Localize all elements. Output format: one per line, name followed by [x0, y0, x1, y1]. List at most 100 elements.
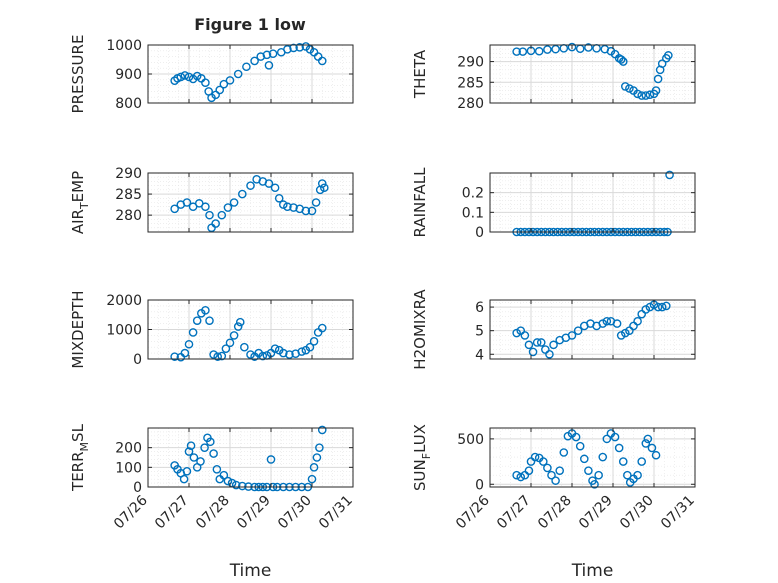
y-tick-label: 1000 — [106, 323, 142, 339]
data-point — [229, 331, 239, 340]
y-axis-label: AIRTEMP — [69, 171, 91, 234]
data-point — [219, 79, 229, 89]
data-point — [651, 86, 661, 95]
data-point — [264, 61, 274, 70]
data-point — [571, 432, 581, 442]
x-tick-label: 07/31 — [658, 493, 698, 533]
data-point — [311, 198, 321, 207]
data-point — [217, 210, 227, 220]
data-point — [317, 323, 327, 333]
data-point — [532, 338, 542, 347]
data-point — [270, 183, 280, 193]
x-tick-label: 07/26 — [453, 492, 493, 532]
data-point — [200, 443, 209, 452]
data-point — [551, 476, 560, 485]
y-tick-label: 100 — [115, 460, 142, 476]
data-point — [594, 470, 603, 480]
data-point — [250, 56, 259, 66]
y-tick-label: 0 — [475, 225, 484, 241]
data-point — [301, 206, 311, 216]
data-point — [545, 349, 554, 359]
data-point — [268, 49, 278, 59]
data-point — [637, 91, 647, 100]
data-point — [518, 47, 528, 56]
data-point — [653, 302, 663, 312]
subplot-2: 280 285 290 THETA — [411, 42, 696, 112]
subplot-8: 0 500 07/26 07/27 07/28 07/29 07/30 07/31 SUNFLU… — [411, 424, 698, 581]
y-tick-label: 900 — [115, 67, 142, 83]
data-point — [524, 466, 534, 475]
data-point — [623, 470, 632, 480]
data-point — [633, 316, 642, 326]
data-point — [309, 463, 319, 472]
data-point — [189, 453, 199, 462]
y-axis-label: THETA — [411, 49, 429, 99]
data-point — [219, 470, 229, 480]
y-tick-label: 0 — [475, 477, 484, 493]
x-tick-label: 07/27 — [494, 493, 534, 533]
data-point — [602, 434, 612, 444]
data-point — [317, 56, 327, 66]
y-tick-label: 285 — [457, 75, 484, 91]
data-point — [182, 466, 192, 476]
y-axis-label: PRESSURE — [69, 35, 87, 114]
subplot-3: 280 285 290 AIRTEMP — [69, 166, 354, 234]
data-point — [270, 344, 280, 353]
data-point — [246, 181, 255, 190]
data-point — [201, 306, 210, 315]
x-tick-label: 07/30 — [275, 493, 315, 533]
y-axis-label: MIXDEPTH — [69, 290, 87, 368]
data-point — [549, 340, 558, 350]
x-tick-label: 07/26 — [111, 492, 151, 532]
subplot-4: 0 0.1 0.2 RAINFALL — [411, 167, 696, 241]
data-point — [315, 443, 324, 452]
data-point — [653, 74, 663, 84]
data-point — [524, 340, 534, 350]
data-point — [641, 439, 651, 448]
data-point — [618, 457, 628, 466]
data-point — [223, 203, 233, 212]
data-point — [543, 463, 552, 473]
y-tick-label: 200 — [115, 441, 142, 457]
axes-box — [489, 427, 696, 488]
data-point — [555, 466, 565, 475]
data-point — [580, 454, 589, 464]
data-point — [512, 470, 521, 480]
y-axis-label: H2OMIXRA — [411, 289, 429, 370]
data-point — [573, 326, 583, 335]
x-tick-label: 07/28 — [193, 493, 233, 533]
data-point — [637, 457, 647, 466]
data-point — [616, 55, 626, 64]
data-point — [278, 348, 288, 358]
data-point — [184, 339, 194, 349]
data-point — [233, 69, 243, 79]
data-point — [516, 472, 526, 482]
y-tick-label: 285 — [115, 187, 142, 203]
y-axis-label: TERRMSL — [69, 423, 91, 492]
data-point — [231, 480, 241, 490]
data-point — [539, 457, 548, 466]
data-point — [211, 90, 220, 100]
data-point — [307, 206, 317, 216]
y-tick-label: 6 — [475, 300, 484, 316]
y-axis-label: RAINFALL — [411, 167, 429, 238]
data-point — [645, 90, 655, 100]
subplot-5: 0 1000 2000 MIXDEPTH — [69, 290, 354, 369]
data-point — [221, 344, 231, 353]
axes-box — [147, 427, 354, 488]
data-point — [206, 437, 215, 447]
data-point — [274, 193, 284, 203]
y-tick-label: 280 — [457, 96, 484, 112]
x-axis-label: Time — [229, 561, 272, 581]
subplot-7: 0 100 200 07/26 07/27 07/28 07/29 07/30 07/31 TER… — [69, 423, 356, 581]
data-point — [205, 316, 214, 325]
data-point — [209, 449, 218, 458]
data-point — [610, 432, 620, 442]
data-point — [283, 202, 292, 212]
data-point — [664, 51, 673, 60]
data-point — [205, 210, 214, 220]
data-point — [584, 43, 593, 52]
y-tick-label: 2000 — [106, 293, 142, 309]
data-point — [180, 71, 190, 80]
